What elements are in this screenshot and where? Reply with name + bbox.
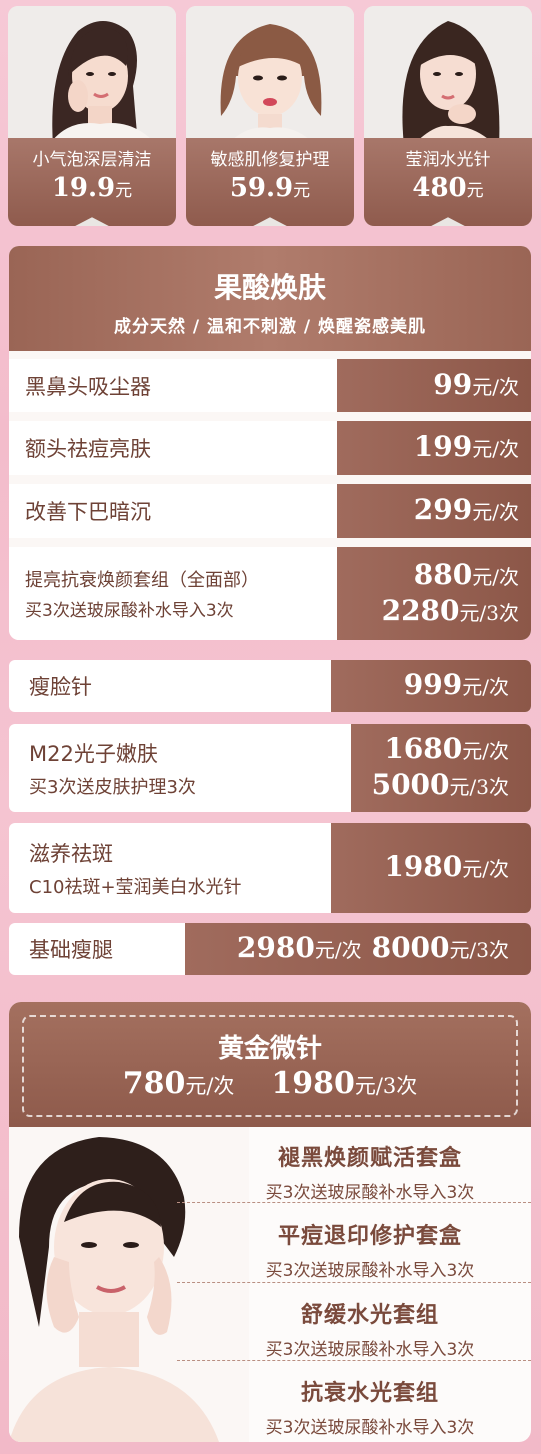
divider xyxy=(177,1282,531,1283)
item-label: 额头祛痘亮肤 xyxy=(25,437,151,461)
item-label: 滋养祛斑 xyxy=(29,841,113,866)
card-title: 小气泡深层清洁 xyxy=(32,150,152,170)
item-note: 买3次送皮肤护理3次 xyxy=(29,776,196,798)
service-card-m22[interactable]: M22光子嫩肤 买3次送皮肤护理3次 1680元/次 5000元/3次 xyxy=(9,724,531,812)
service-card-face-slimming[interactable]: 瘦脸针 999元/次 xyxy=(9,660,531,712)
item-price-package: 8000元/3次 xyxy=(371,931,509,964)
gold-item-desc: 买3次送玻尿酸补水导入3次 xyxy=(265,1183,475,1203)
item-price: 2980元/次 xyxy=(236,931,362,964)
item-price: 1680元/次 xyxy=(384,732,509,765)
gold-item[interactable]: 平痘退印修护套盒 买3次送玻尿酸补水导入3次 xyxy=(209,1218,531,1281)
item-price: 880元/次 xyxy=(413,557,519,591)
item-price: 999元/次 xyxy=(403,668,509,701)
item-price: 99元/次 xyxy=(433,367,519,401)
model-photo xyxy=(186,6,354,146)
section-title: 果酸焕肤 xyxy=(213,271,326,304)
item-label: 黑鼻头吸尘器 xyxy=(25,374,151,399)
gold-item[interactable]: 抗衰水光套组 买3次送玻尿酸补水导入3次 xyxy=(209,1375,531,1438)
item-label: 改善下巴暗沉 xyxy=(25,500,151,524)
gold-item-desc: 买3次送玻尿酸补水导入3次 xyxy=(265,1418,475,1438)
card-info: 莹润水光针 480元 xyxy=(364,138,532,226)
gold-item-name: 抗衰水光套组 xyxy=(300,1381,439,1406)
item-note: C10祛斑+莹润美白水光针 xyxy=(29,876,242,898)
model-photo xyxy=(9,1127,249,1442)
service-card-leg-slimming[interactable]: 基础瘦腿 2980元/次 8000元/3次 xyxy=(9,923,531,975)
price-row[interactable]: 黑鼻头吸尘器 99元/次 xyxy=(9,359,531,412)
item-label: 基础瘦腿 xyxy=(29,938,113,962)
section-title: 黄金微针 xyxy=(217,1034,322,1064)
gold-item-name: 褪黑焕颜赋活套盒 xyxy=(277,1146,462,1171)
model-photo xyxy=(364,6,532,146)
card-title: 莹润水光针 xyxy=(405,150,491,170)
item-note: 买3次送玻尿酸补水导入3次 xyxy=(25,601,234,621)
card-price: 480元 xyxy=(412,173,484,203)
item-label: 提亮抗衰焕颜套组（全面部） xyxy=(25,570,259,591)
item-label: M22光子嫩肤 xyxy=(29,741,158,766)
item-label: 瘦脸针 xyxy=(29,675,92,699)
gold-item[interactable]: 舒缓水光套组 买3次送玻尿酸补水导入3次 xyxy=(209,1297,531,1360)
section-subtitle: 成分天然 / 温和不刺激 / 焕醒瓷感美肌 xyxy=(113,317,427,337)
card-price: 59.9元 xyxy=(229,173,311,203)
price-row[interactable]: 提亮抗衰焕颜套组（全面部） 买3次送玻尿酸补水导入3次 880元/次 2280元… xyxy=(9,547,531,640)
gold-item-name: 舒缓水光套组 xyxy=(300,1303,439,1328)
top-card-bubble-cleansing[interactable]: 小气泡深层清洁 19.9元 xyxy=(8,6,176,226)
item-price: 299元/次 xyxy=(413,493,519,526)
fruit-acid-header: 果酸焕肤 成分天然 / 温和不刺激 / 焕醒瓷感美肌 xyxy=(9,246,531,351)
gold-needle-panel: 黄金微针 780元/次 1980元/3次 褪黑焕颜赋活套盒 买3次送玻尿酸补水导… xyxy=(9,1002,531,1442)
gold-item-desc: 买3次送玻尿酸补水导入3次 xyxy=(265,1340,475,1360)
card-title: 敏感肌修复护理 xyxy=(210,150,330,170)
top-card-sensitive-repair[interactable]: 敏感肌修复护理 59.9元 xyxy=(186,6,354,226)
fruit-acid-panel: 果酸焕肤 成分天然 / 温和不刺激 / 焕醒瓷感美肌 黑鼻头吸尘器 99元/次 … xyxy=(9,246,531,640)
top-card-hydro-needle[interactable]: 莹润水光针 480元 xyxy=(364,6,532,226)
item-price-package: 2280元/3次 xyxy=(381,593,519,627)
model-photo xyxy=(8,6,176,146)
card-price: 19.9元 xyxy=(51,173,133,203)
gold-needle-header: 黄金微针 780元/次 1980元/3次 xyxy=(9,1002,531,1127)
divider xyxy=(177,1202,531,1203)
gold-item-desc: 买3次送玻尿酸补水导入3次 xyxy=(265,1261,475,1281)
card-info: 小气泡深层清洁 19.9元 xyxy=(8,138,176,226)
dashed-frame xyxy=(22,1015,518,1117)
section-price: 780元/次 1980元/3次 xyxy=(122,1066,418,1101)
price-row[interactable]: 额头祛痘亮肤 199元/次 xyxy=(9,421,531,475)
item-price: 1980元/次 xyxy=(384,850,509,883)
gold-item[interactable]: 褪黑焕颜赋活套盒 买3次送玻尿酸补水导入3次 xyxy=(209,1140,531,1203)
gold-item-name: 平痘退印修护套盒 xyxy=(277,1224,462,1249)
item-price-package: 5000元/3次 xyxy=(371,768,509,801)
divider xyxy=(177,1360,531,1361)
service-card-spot-removal[interactable]: 滋养祛斑 C10祛斑+莹润美白水光针 1980元/次 xyxy=(9,823,531,913)
card-info: 敏感肌修复护理 59.9元 xyxy=(186,138,354,226)
price-row[interactable]: 改善下巴暗沉 299元/次 xyxy=(9,484,531,538)
item-price: 199元/次 xyxy=(413,430,519,463)
